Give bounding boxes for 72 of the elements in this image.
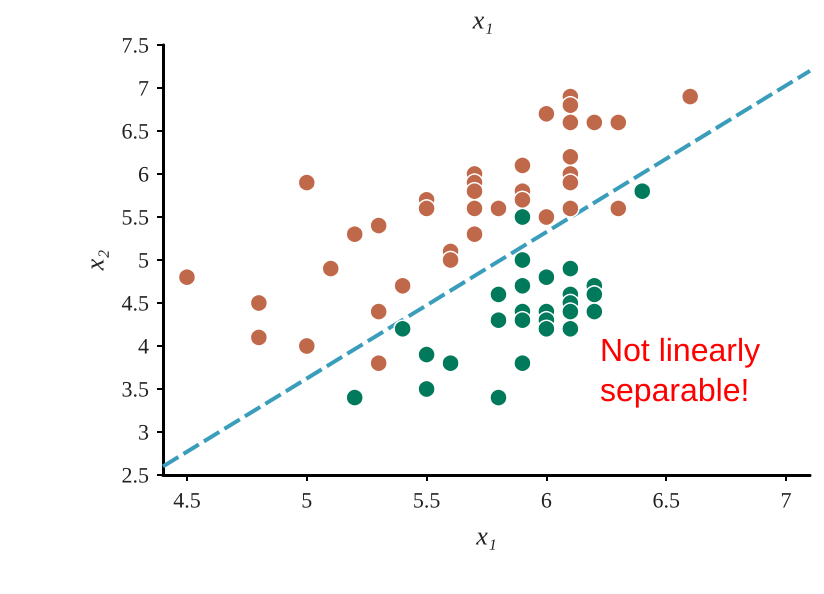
point xyxy=(298,336,316,356)
point xyxy=(609,113,628,132)
point xyxy=(369,302,388,321)
y-tick-label: 3 xyxy=(138,420,149,444)
point xyxy=(345,224,364,244)
point xyxy=(178,268,196,286)
point xyxy=(537,268,556,286)
point xyxy=(561,96,580,114)
chart-title: x₁ xyxy=(472,6,494,34)
point xyxy=(513,354,532,372)
point xyxy=(489,388,508,407)
point xyxy=(417,345,436,364)
y-tick-label: 6.5 xyxy=(122,118,149,144)
point xyxy=(633,182,652,200)
point xyxy=(250,328,268,347)
point xyxy=(369,354,388,372)
point xyxy=(441,354,460,372)
x-tick-label: 7 xyxy=(780,488,792,512)
point xyxy=(465,182,484,200)
point xyxy=(513,156,532,175)
x-tick-label: 6.5 xyxy=(652,488,680,512)
x-tick-label: 5.5 xyxy=(412,488,440,512)
point xyxy=(561,199,580,218)
point xyxy=(537,320,556,338)
point xyxy=(585,302,604,321)
point xyxy=(513,310,532,330)
x-tick-label: 5 xyxy=(301,488,312,512)
point xyxy=(298,173,316,192)
y-tick-label: 5.5 xyxy=(122,204,149,230)
y-tick-label: 7.5 xyxy=(122,32,149,58)
point xyxy=(345,388,364,407)
point xyxy=(585,113,604,132)
point xyxy=(585,285,604,304)
point xyxy=(680,87,700,106)
y-tick-label: 6 xyxy=(138,162,149,186)
point xyxy=(513,276,532,296)
x-tick-label: 6 xyxy=(540,488,552,512)
point xyxy=(369,216,388,235)
point xyxy=(250,294,268,312)
point xyxy=(465,199,484,218)
y-tick-label: 4.5 xyxy=(122,290,149,316)
point xyxy=(561,113,580,132)
point xyxy=(489,285,508,304)
point xyxy=(322,259,340,278)
y-tick-label: 5 xyxy=(138,248,149,272)
point xyxy=(537,208,556,226)
point xyxy=(489,310,508,330)
annotation: Not linearly separable! xyxy=(600,332,769,408)
x-axis-title: x₁ xyxy=(475,522,497,550)
point xyxy=(513,190,532,210)
x-tick-label: 4.5 xyxy=(173,488,201,512)
y-tick-label: 3.5 xyxy=(122,376,149,402)
point xyxy=(561,320,580,338)
y-tick-label: 4 xyxy=(138,334,149,358)
point xyxy=(465,224,484,244)
point xyxy=(393,320,412,338)
y-axis-title: x₂ xyxy=(80,250,110,272)
point xyxy=(609,199,628,218)
point xyxy=(513,250,532,270)
point xyxy=(561,302,580,321)
point xyxy=(417,380,436,398)
y-tick-label: 7 xyxy=(138,76,149,100)
point xyxy=(561,259,580,278)
point xyxy=(561,148,580,166)
point xyxy=(417,199,436,218)
point xyxy=(561,173,580,192)
point xyxy=(489,199,508,218)
point xyxy=(393,276,412,296)
point xyxy=(441,250,460,270)
point xyxy=(513,208,532,226)
y-tick-label: 2.5 xyxy=(122,462,149,488)
point xyxy=(537,104,556,124)
